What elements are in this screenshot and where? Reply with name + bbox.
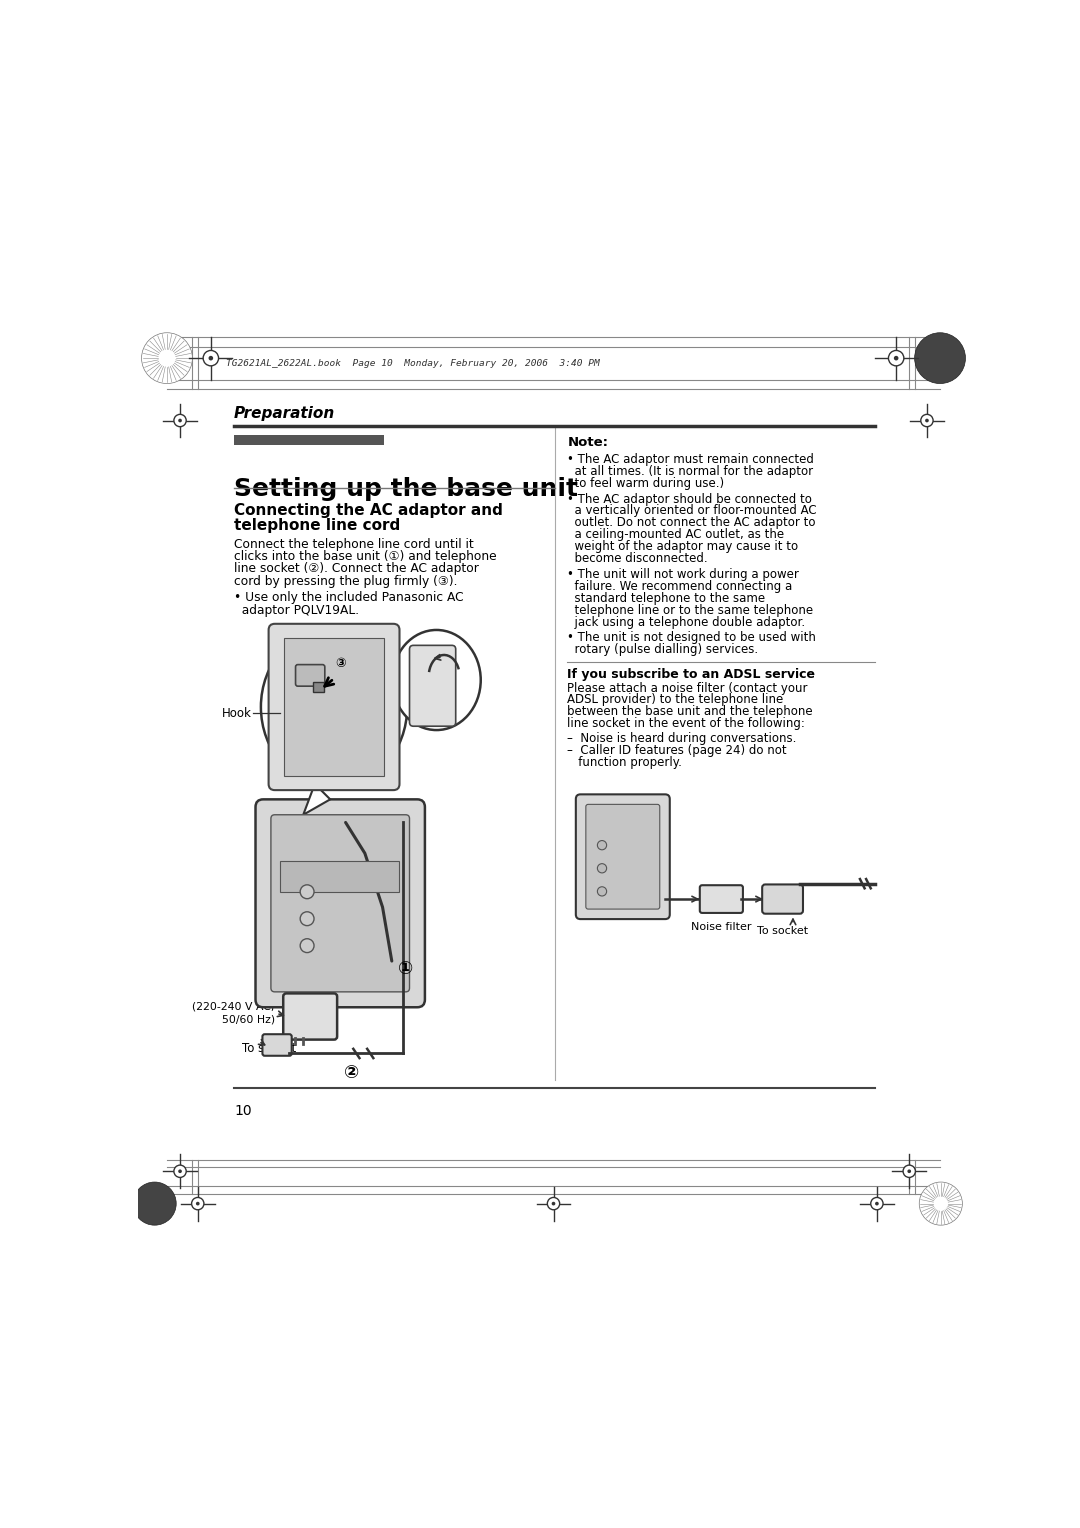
FancyBboxPatch shape xyxy=(283,993,337,1039)
Text: line socket in the event of the following:: line socket in the event of the followin… xyxy=(567,717,806,730)
Text: Setting up the base unit: Setting up the base unit xyxy=(234,477,578,501)
Circle shape xyxy=(907,1169,912,1174)
Bar xyxy=(234,435,384,445)
Circle shape xyxy=(597,840,607,850)
FancyBboxPatch shape xyxy=(409,645,456,726)
Circle shape xyxy=(921,414,933,426)
Text: line socket (②). Connect the AC adaptor: line socket (②). Connect the AC adaptor xyxy=(234,562,478,575)
Text: a vertically oriented or floor-mounted AC: a vertically oriented or floor-mounted A… xyxy=(567,504,816,518)
FancyBboxPatch shape xyxy=(269,623,400,790)
Bar xyxy=(280,860,400,892)
Text: • Use only the included Panasonic AC: • Use only the included Panasonic AC xyxy=(234,591,463,605)
Circle shape xyxy=(174,414,186,426)
Circle shape xyxy=(178,419,181,422)
FancyBboxPatch shape xyxy=(700,885,743,912)
Circle shape xyxy=(915,333,966,384)
Circle shape xyxy=(141,333,192,384)
Circle shape xyxy=(174,1166,186,1178)
Circle shape xyxy=(133,1183,176,1225)
Text: ③: ③ xyxy=(335,657,346,671)
Circle shape xyxy=(195,1201,200,1206)
FancyBboxPatch shape xyxy=(262,1034,292,1056)
Text: Hook: Hook xyxy=(221,706,252,720)
Text: cord by pressing the plug firmly (③).: cord by pressing the plug firmly (③). xyxy=(234,575,458,588)
Text: function properly.: function properly. xyxy=(567,756,683,769)
Circle shape xyxy=(300,938,314,952)
Text: • The AC adaptor must remain connected: • The AC adaptor must remain connected xyxy=(567,452,814,466)
Circle shape xyxy=(178,1169,181,1174)
Text: Note:: Note: xyxy=(567,435,608,449)
Text: telephone line or to the same telephone: telephone line or to the same telephone xyxy=(567,604,813,617)
FancyBboxPatch shape xyxy=(296,665,325,686)
Circle shape xyxy=(875,1201,879,1206)
Text: telephone line cord: telephone line cord xyxy=(234,518,401,533)
Text: become disconnected.: become disconnected. xyxy=(567,552,708,565)
Text: Please attach a noise filter (contact your: Please attach a noise filter (contact yo… xyxy=(567,681,808,695)
Text: between the base unit and the telephone: between the base unit and the telephone xyxy=(567,706,813,718)
FancyBboxPatch shape xyxy=(576,795,670,920)
Text: If you subscribe to an ADSL service: If you subscribe to an ADSL service xyxy=(567,668,815,680)
Circle shape xyxy=(926,419,929,422)
Text: To socket: To socket xyxy=(242,1042,296,1054)
Text: ADSL provider) to the telephone line: ADSL provider) to the telephone line xyxy=(567,694,784,706)
Polygon shape xyxy=(303,784,330,814)
Circle shape xyxy=(870,1198,883,1210)
Text: Connecting the AC adaptor and: Connecting the AC adaptor and xyxy=(234,503,503,518)
Text: 50/60 Hz): 50/60 Hz) xyxy=(221,1015,274,1024)
Circle shape xyxy=(889,350,904,365)
Text: standard telephone to the same: standard telephone to the same xyxy=(567,591,766,605)
Text: 10: 10 xyxy=(234,1103,252,1117)
Text: clicks into the base unit (①) and telephone: clicks into the base unit (①) and teleph… xyxy=(234,550,497,562)
Circle shape xyxy=(548,1198,559,1210)
Text: –  Caller ID features (page 24) do not: – Caller ID features (page 24) do not xyxy=(567,744,787,758)
Circle shape xyxy=(191,1198,204,1210)
Text: outlet. Do not connect the AC adaptor to: outlet. Do not connect the AC adaptor to xyxy=(567,516,815,529)
Bar xyxy=(313,683,324,692)
Circle shape xyxy=(300,912,314,926)
Text: adaptor PQLV19AL.: adaptor PQLV19AL. xyxy=(234,604,359,617)
Text: a ceiling-mounted AC outlet, as the: a ceiling-mounted AC outlet, as the xyxy=(567,529,784,541)
Circle shape xyxy=(597,886,607,895)
Ellipse shape xyxy=(261,626,407,788)
Text: to feel warm during use.): to feel warm during use.) xyxy=(567,477,725,490)
Text: • The unit will not work during a power: • The unit will not work during a power xyxy=(567,568,799,581)
FancyBboxPatch shape xyxy=(256,799,424,1007)
Text: Noise filter: Noise filter xyxy=(691,923,752,932)
Circle shape xyxy=(894,356,899,361)
Bar xyxy=(284,637,384,776)
Text: –  Noise is heard during conversations.: – Noise is heard during conversations. xyxy=(567,732,797,746)
Text: To socket: To socket xyxy=(757,926,809,937)
Text: at all times. (It is normal for the adaptor: at all times. (It is normal for the adap… xyxy=(567,465,813,478)
Circle shape xyxy=(597,863,607,872)
FancyBboxPatch shape xyxy=(585,804,660,909)
Ellipse shape xyxy=(392,630,481,730)
FancyBboxPatch shape xyxy=(762,885,804,914)
Text: (220-240 V AC,: (220-240 V AC, xyxy=(192,1002,274,1012)
Text: jack using a telephone double adaptor.: jack using a telephone double adaptor. xyxy=(567,616,806,628)
Circle shape xyxy=(552,1201,555,1206)
FancyBboxPatch shape xyxy=(271,814,409,992)
Text: ②: ② xyxy=(345,1063,360,1082)
Text: • The unit is not designed to be used with: • The unit is not designed to be used wi… xyxy=(567,631,816,645)
Text: ①: ① xyxy=(397,960,414,978)
Circle shape xyxy=(208,356,213,361)
Text: rotary (pulse dialling) services.: rotary (pulse dialling) services. xyxy=(567,643,758,657)
Circle shape xyxy=(300,885,314,898)
Circle shape xyxy=(203,350,218,365)
Text: • The AC adaptor should be connected to: • The AC adaptor should be connected to xyxy=(567,492,812,506)
Text: weight of the adaptor may cause it to: weight of the adaptor may cause it to xyxy=(567,541,798,553)
Text: Connect the telephone line cord until it: Connect the telephone line cord until it xyxy=(234,538,474,550)
Circle shape xyxy=(919,1183,962,1225)
Text: Preparation: Preparation xyxy=(234,406,335,422)
Text: TG2621AL_2622AL.book  Page 10  Monday, February 20, 2006  3:40 PM: TG2621AL_2622AL.book Page 10 Monday, Feb… xyxy=(226,359,600,368)
Text: failure. We recommend connecting a: failure. We recommend connecting a xyxy=(567,581,793,593)
Circle shape xyxy=(903,1166,916,1178)
